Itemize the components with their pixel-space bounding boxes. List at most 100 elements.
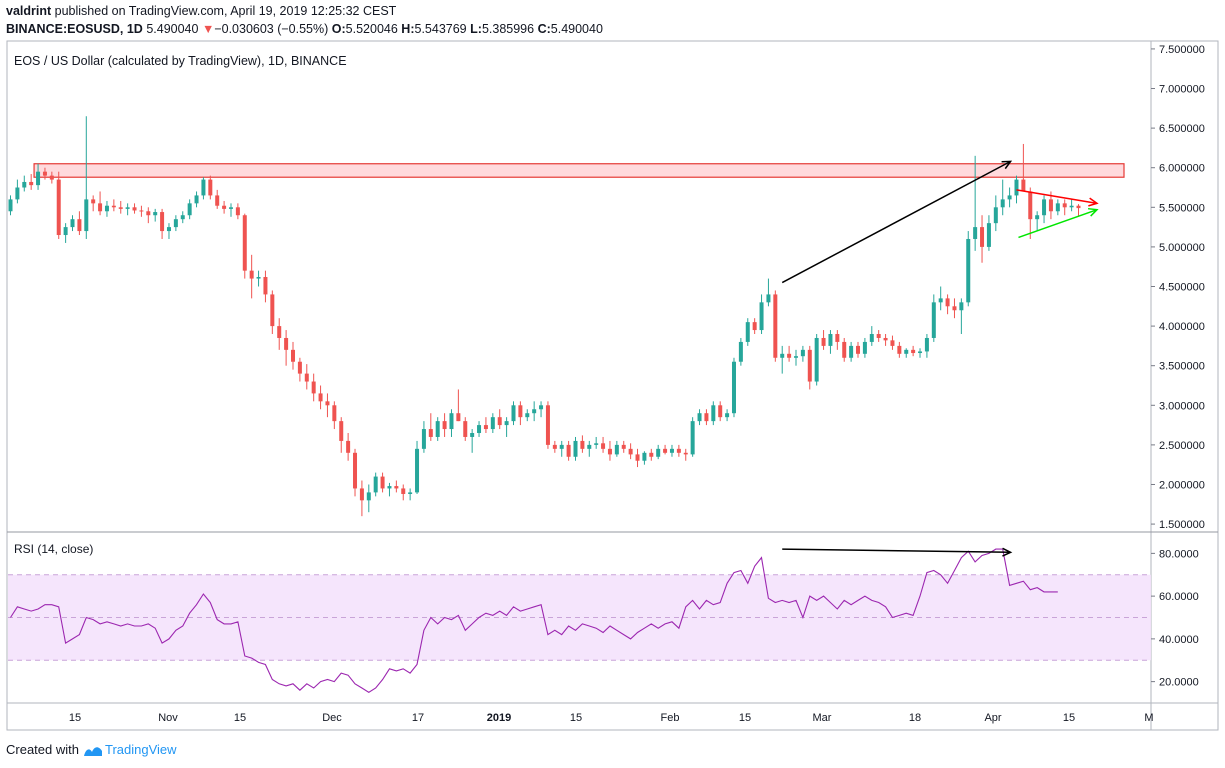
candle-body <box>897 345 902 354</box>
rsi-line <box>10 548 1058 693</box>
candle-body <box>738 341 743 362</box>
candle-body <box>284 337 289 350</box>
candle-body <box>470 433 475 437</box>
candle <box>918 348 923 358</box>
candle <box>325 393 330 418</box>
candle <box>111 199 116 212</box>
candle <box>883 334 888 346</box>
rsi-pane-title: RSI (14, close) <box>14 542 93 556</box>
candle <box>924 334 929 358</box>
candle-body <box>532 409 537 414</box>
candle-body <box>1042 199 1047 216</box>
candle-body <box>497 417 502 426</box>
candle <box>160 208 165 239</box>
candle <box>711 401 716 426</box>
candle <box>497 409 502 430</box>
candle-body <box>704 413 709 422</box>
candle-body <box>256 276 261 279</box>
candle-body <box>463 421 468 437</box>
candle <box>959 298 964 335</box>
candle <box>208 175 213 200</box>
candle <box>752 318 757 335</box>
candle-body <box>270 294 275 327</box>
candle <box>849 341 854 362</box>
candle <box>42 167 47 180</box>
author-name[interactable]: valdrint <box>6 4 52 18</box>
candle <box>725 409 730 422</box>
candle <box>311 373 316 402</box>
candle <box>635 448 640 468</box>
candle-body <box>793 356 798 358</box>
candle-body <box>890 340 895 346</box>
candle <box>173 215 178 232</box>
candle-body <box>731 361 736 414</box>
candle <box>945 294 950 315</box>
low-value: 5.385996 <box>481 22 535 36</box>
candle <box>187 199 192 220</box>
candle <box>1021 143 1026 192</box>
candle <box>856 341 861 358</box>
rsi-axis: 80.0000 60.0000 40.0000 20.0000 <box>1151 548 1199 689</box>
candle-body <box>8 199 13 212</box>
candle-body <box>449 413 454 430</box>
candle-body <box>945 298 950 307</box>
candle-body <box>132 207 137 211</box>
candle-body <box>235 207 240 216</box>
candle-body <box>973 227 978 239</box>
price-tick-label: 7.000000 <box>1159 84 1205 96</box>
candle <box>759 294 764 335</box>
footer-brand[interactable]: TradingView <box>104 742 177 757</box>
trend-arrow <box>781 160 1011 284</box>
price-tick-label: 6.500000 <box>1159 123 1205 135</box>
candle-body <box>180 215 185 220</box>
candle-body <box>490 417 495 430</box>
candle-body <box>656 448 661 457</box>
change-value: −0.030603 (−0.55%) <box>214 22 329 36</box>
time-tick-label: 15 <box>69 712 81 724</box>
candle-body <box>118 207 123 209</box>
candle <box>518 401 523 426</box>
descending-resistance-arrow-head <box>1088 197 1099 207</box>
candle-body <box>807 349 812 382</box>
candle <box>876 330 881 342</box>
candle <box>1014 175 1019 204</box>
candle <box>1055 199 1060 216</box>
candle <box>814 334 819 386</box>
candle-body <box>573 440 578 457</box>
candle <box>139 205 144 217</box>
candle <box>766 278 771 307</box>
candle-body <box>139 210 144 212</box>
candle <box>201 177 206 200</box>
candle-body <box>752 322 757 331</box>
price-tick-label: 5.500000 <box>1159 202 1205 214</box>
candle-body <box>291 349 296 362</box>
candle <box>993 195 998 232</box>
candle-body <box>835 334 840 342</box>
candle-body <box>745 322 750 342</box>
candle <box>931 294 936 342</box>
candle-body <box>36 171 41 186</box>
candle <box>91 195 96 212</box>
candle <box>359 480 364 517</box>
candle-body <box>359 488 364 501</box>
candle-body <box>986 223 991 247</box>
price-tick-label: 2.500000 <box>1159 440 1205 452</box>
candle-body <box>952 306 957 311</box>
candle <box>70 215 75 232</box>
candle <box>8 195 13 216</box>
candle <box>180 211 185 224</box>
candle <box>228 203 233 217</box>
candle-body <box>483 425 488 430</box>
candle-body <box>325 401 330 406</box>
candle-body <box>394 486 399 489</box>
candle <box>897 341 902 358</box>
candle-body <box>153 212 158 216</box>
candle <box>408 488 413 501</box>
candle-body <box>642 452 647 461</box>
candle-body <box>993 207 998 224</box>
candle-body <box>938 298 943 303</box>
candle-body <box>304 373 309 382</box>
candle <box>15 179 20 204</box>
candle <box>1000 179 1005 216</box>
